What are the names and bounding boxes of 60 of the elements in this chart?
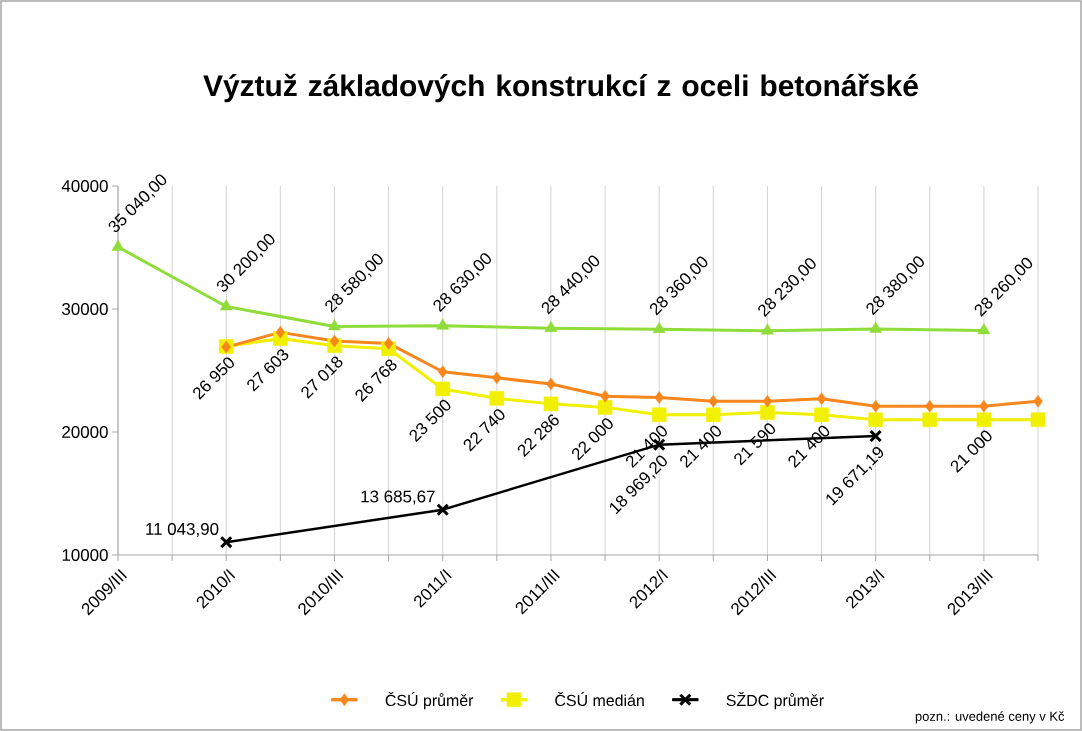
point bbox=[383, 337, 394, 350]
data-label: 22 000 bbox=[571, 418, 613, 461]
point bbox=[651, 407, 667, 423]
data-label: 21 400 bbox=[788, 425, 830, 468]
point bbox=[435, 381, 450, 397]
point bbox=[543, 396, 559, 412]
point bbox=[976, 412, 992, 427]
point bbox=[600, 390, 610, 403]
point bbox=[761, 323, 774, 335]
point bbox=[979, 399, 989, 413]
data-label: 22 740 bbox=[463, 409, 505, 452]
point bbox=[111, 239, 125, 251]
point bbox=[816, 392, 827, 406]
data-label: 26 768 bbox=[355, 359, 397, 402]
point bbox=[1030, 412, 1046, 427]
legend-label: ČSÚ medián bbox=[555, 692, 644, 707]
data-label: 21 000 bbox=[950, 430, 992, 473]
chart-title: Výztuž základových konstrukcí z oceli betonářské bbox=[203, 73, 918, 103]
point bbox=[597, 400, 613, 415]
point bbox=[870, 399, 881, 413]
data-label: 27 018 bbox=[301, 356, 343, 399]
legend-label: SŽDC průměr bbox=[726, 692, 824, 710]
text: pozn.: uvedené ceny v Kč bbox=[915, 711, 1065, 724]
data-label: 22 286 bbox=[517, 414, 559, 458]
point bbox=[922, 412, 938, 427]
point bbox=[219, 535, 233, 549]
legend-label: ČSÚ průměr bbox=[385, 692, 474, 710]
point bbox=[436, 503, 450, 517]
point bbox=[329, 334, 340, 348]
point bbox=[977, 323, 991, 335]
data-label: 23 500 bbox=[409, 399, 451, 443]
point bbox=[925, 399, 935, 413]
point bbox=[869, 429, 883, 443]
point bbox=[328, 319, 341, 331]
point bbox=[546, 377, 556, 391]
point bbox=[436, 318, 450, 330]
point bbox=[708, 394, 719, 408]
data-label: 13 685,67 bbox=[361, 490, 435, 505]
point bbox=[760, 405, 775, 420]
point bbox=[654, 391, 664, 404]
point bbox=[706, 407, 721, 423]
y-tick-label: 10000 bbox=[62, 548, 108, 561]
data-label: 26 950 bbox=[193, 357, 234, 400]
point bbox=[544, 320, 558, 332]
point bbox=[489, 391, 505, 406]
point bbox=[814, 407, 829, 423]
data-label: 11 043,90 bbox=[146, 522, 219, 537]
data-label: 27 603 bbox=[247, 349, 289, 392]
point bbox=[219, 299, 233, 311]
y-tick-label: 30000 bbox=[62, 302, 108, 315]
point bbox=[1033, 394, 1043, 408]
point bbox=[652, 321, 666, 333]
point bbox=[869, 321, 882, 333]
y-tick-label: 20000 bbox=[62, 425, 108, 438]
point bbox=[492, 371, 502, 385]
point bbox=[275, 326, 286, 339]
point bbox=[437, 365, 448, 378]
point bbox=[762, 394, 773, 408]
y-tick-label: 40000 bbox=[61, 179, 108, 192]
point bbox=[868, 412, 883, 427]
